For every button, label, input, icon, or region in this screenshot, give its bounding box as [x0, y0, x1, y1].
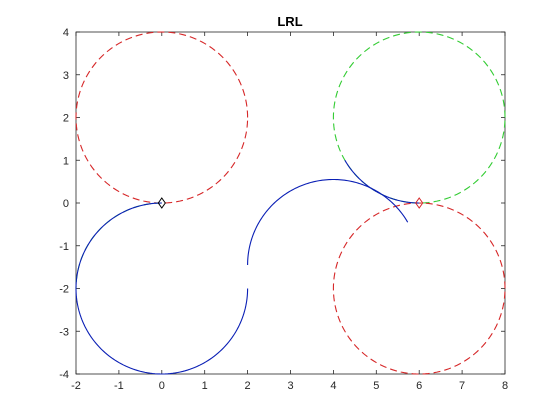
x-tick-label: 4: [330, 380, 336, 392]
x-tick-label: 3: [287, 380, 293, 392]
y-tick-label: 4: [63, 27, 69, 39]
y-tick-label: 3: [63, 70, 69, 82]
pose-marker: [157, 197, 166, 209]
y-tick-label: -1: [59, 241, 69, 253]
x-tick-label: 7: [459, 380, 465, 392]
y-tick-label: -2: [59, 284, 69, 296]
pose-markers: [157, 197, 424, 209]
x-tick-label: 2: [245, 380, 251, 392]
x-tick-label: -2: [71, 380, 81, 392]
plot-axes: [75, 31, 506, 375]
x-tick-label: 1: [202, 380, 208, 392]
pose-marker: [415, 197, 424, 209]
x-tick-label: 8: [502, 380, 508, 392]
x-tick-label: 6: [416, 380, 422, 392]
path-segment-l: [75, 202, 249, 375]
dubins-path: [75, 159, 420, 375]
y-tick-label: 0: [63, 198, 69, 210]
x-tick-label: -1: [114, 380, 124, 392]
reference-circle: [332, 202, 506, 375]
axes-box: [75, 31, 506, 375]
y-tick-label: 1: [63, 155, 69, 167]
reference-circle: [332, 31, 506, 204]
y-tick-label: -3: [59, 326, 69, 338]
path-segment-l: [344, 159, 420, 204]
reference-circle: [75, 31, 249, 204]
y-tick-label: 2: [63, 113, 69, 125]
x-tick-label: 0: [159, 380, 165, 392]
x-tick-label: 5: [373, 380, 379, 392]
tick-labels: -2 -1 0 1 2 3 4 5 6 7 8 -4 -3 -2 -1 0 1 2 3 4: [59, 27, 508, 392]
chart-title: LRL: [277, 14, 302, 29]
y-tick-label: -4: [59, 369, 69, 381]
